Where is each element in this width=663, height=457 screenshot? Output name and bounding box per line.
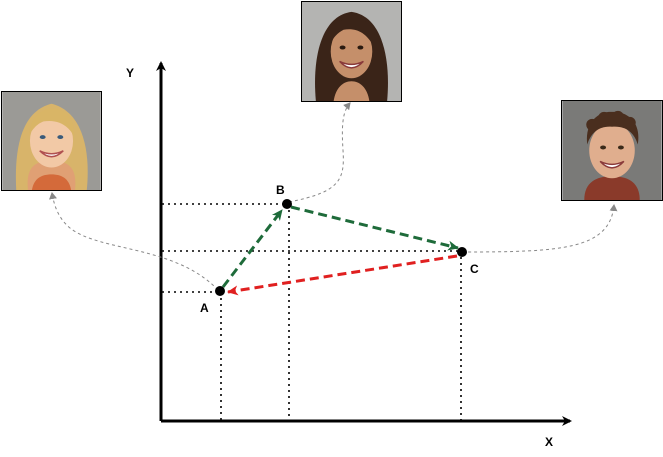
connector-c <box>461 204 618 253</box>
arrow-b-to-c <box>290 205 459 251</box>
photo-connectors <box>49 102 618 291</box>
person-portrait-icon <box>562 101 662 200</box>
photo-a <box>1 91 102 191</box>
point-b-label: B <box>276 183 285 197</box>
point-c <box>457 247 467 257</box>
arrow-c-to-a <box>227 254 458 296</box>
connector-b <box>288 102 351 203</box>
point-a <box>215 286 225 296</box>
x-axis-label: X <box>545 435 553 449</box>
person-portrait-icon <box>2 92 101 190</box>
y-axis-label: Y <box>126 66 134 80</box>
connector-a <box>49 192 219 291</box>
point-c-label: C <box>470 262 479 276</box>
photo-b <box>301 1 402 102</box>
arrow-a-to-b <box>221 209 284 288</box>
person-portrait-icon <box>302 2 401 101</box>
guide-lines <box>162 203 462 420</box>
point-a-label: A <box>200 301 209 315</box>
point-b <box>282 199 292 209</box>
photo-c <box>561 100 663 201</box>
